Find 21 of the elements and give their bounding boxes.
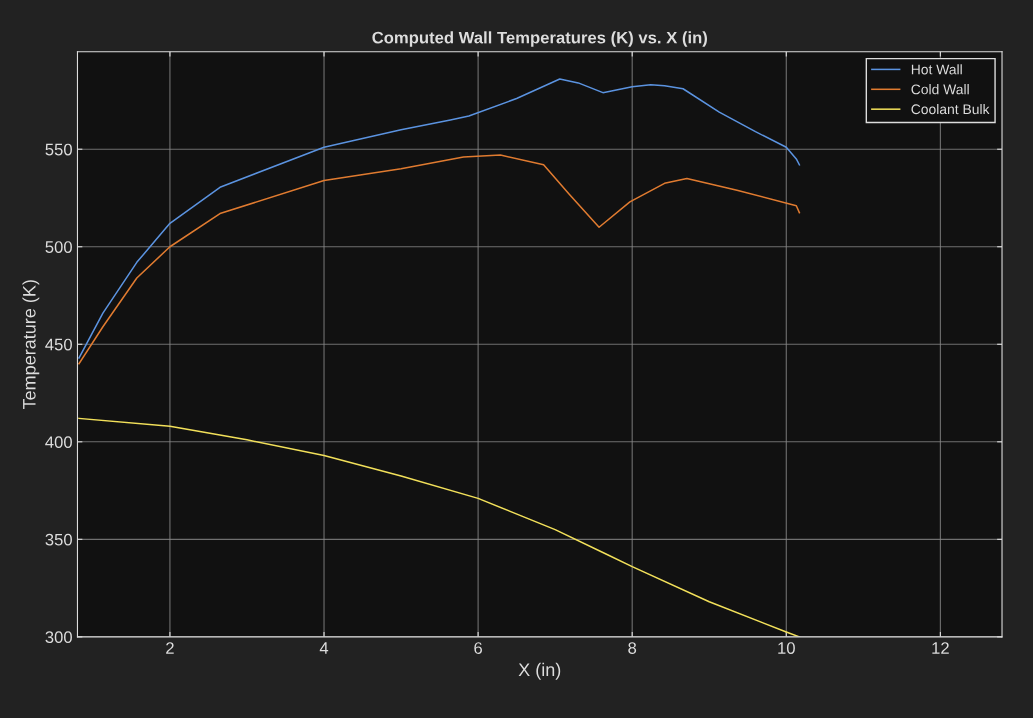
chart-title: Computed Wall Temperatures (K) vs. X (in) [372, 31, 707, 47]
line-series [78, 78, 801, 359]
x-tick-label: 6 [474, 642, 483, 654]
y-axis-title: Temperature (K) [22, 280, 40, 410]
y-tick-label: 350 [45, 533, 72, 546]
x-tick-label: 12 [932, 642, 949, 654]
y-tick-label: 400 [45, 436, 72, 449]
legend-label: Coolant Bulk [911, 103, 990, 115]
y-tick-label: 500 [45, 241, 72, 253]
legend-label: Cold Wall [911, 84, 969, 95]
x-tick-label: 4 [319, 642, 329, 654]
x-tick-label: 10 [778, 642, 795, 654]
y-tick-label: 450 [45, 338, 72, 351]
legend-label: Hot Wall [911, 64, 962, 75]
y-tick-label: 550 [45, 143, 72, 156]
line-series [78, 154, 801, 365]
y-tick-label: 300 [45, 631, 72, 644]
line-series [78, 417, 801, 637]
x-axis-title: X (in) [518, 662, 561, 680]
x-tick-label: 2 [166, 642, 174, 654]
x-tick-label: 8 [628, 642, 637, 654]
